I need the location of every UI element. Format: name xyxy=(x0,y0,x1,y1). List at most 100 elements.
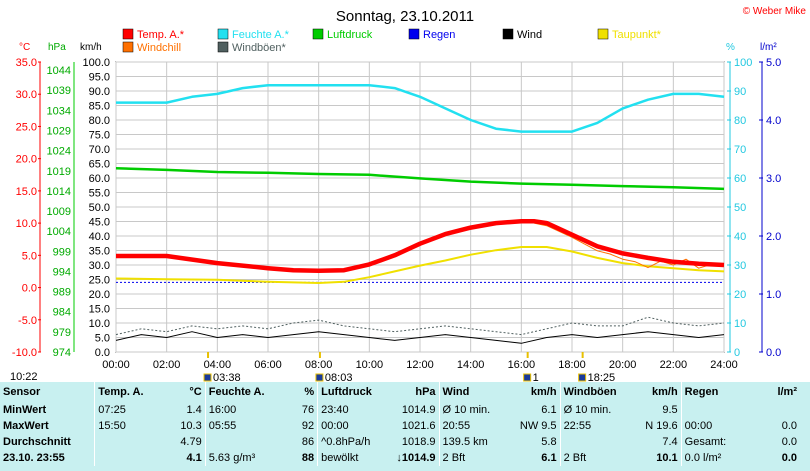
weather-chart: 35.030.025.020.015.010.05.00.0-5.0-10.01… xyxy=(10,6,807,382)
kmh-tick-label: 100.0 xyxy=(82,57,110,69)
header-pressure-unit: hPa xyxy=(415,386,436,398)
table-cell: 2 Bft xyxy=(438,450,507,466)
rain-tick-label: 3.0 xyxy=(766,173,781,185)
copyright-label: © Weber Mike xyxy=(743,6,807,17)
legend-swatch xyxy=(312,28,324,40)
time-tick-label: 06:00 xyxy=(254,359,282,371)
rain-tick-label: 1.0 xyxy=(766,289,781,301)
header-humidity-unit: % xyxy=(304,386,315,398)
table-cell: 1014.9 xyxy=(401,404,436,416)
kmh-tick-label: 40.0 xyxy=(89,231,110,243)
time-tick-label: 16:00 xyxy=(508,359,536,371)
time-tick-label: 18:00 xyxy=(558,359,586,371)
kmh-tick-label: 80.0 xyxy=(89,115,110,127)
pct-tick-label: 20 xyxy=(734,289,746,301)
rain-tick-label: 5.0 xyxy=(766,57,781,69)
hpa-tick-label: 994 xyxy=(53,266,71,278)
temp-tick-label: 35.0 xyxy=(16,57,37,69)
legend-label: Windchill xyxy=(137,42,181,54)
series-line-taupunkt xyxy=(115,246,725,284)
time-tick-label: 08:00 xyxy=(305,359,333,371)
header-pressure: Luftdruck xyxy=(317,382,393,402)
table-cell: 4.1 xyxy=(186,452,202,464)
table-cell: Gesamt: xyxy=(680,434,749,450)
header-rain: Regen xyxy=(680,382,749,402)
time-tick-label: 00:00 xyxy=(102,359,130,371)
time-tick-label: 10:00 xyxy=(356,359,384,371)
table-cell: 2 Bft xyxy=(559,450,628,466)
series-line-windb-en xyxy=(115,316,725,336)
statistics-panel: Sensor Temp. A. °C Feuchte A. % Luftdruc… xyxy=(0,382,810,471)
time-marker-label: 1 xyxy=(533,372,539,382)
table-cell: Ø 10 min. xyxy=(559,402,628,418)
series-line-windchill xyxy=(533,222,725,269)
kmh-tick-label: 70.0 xyxy=(89,144,110,156)
kmh-tick-label: 25.0 xyxy=(89,275,110,287)
rain-tick-label: 2.0 xyxy=(766,231,781,243)
legend-label: Taupunkt* xyxy=(612,29,662,41)
hpa-tick-label: 1029 xyxy=(47,125,71,137)
table-cell: NW 9.5 xyxy=(519,420,557,432)
kmh-tick-label: 45.0 xyxy=(89,217,110,229)
pct-tick-label: 80 xyxy=(734,115,746,127)
legend-swatch xyxy=(597,28,609,40)
table-cell: 23:40 xyxy=(317,402,393,418)
table-cell xyxy=(94,434,168,450)
hpa-tick-label: 1019 xyxy=(47,166,71,178)
pct-tick-label: 90 xyxy=(734,86,746,98)
table-cell: 05:55 xyxy=(204,418,283,434)
header-wind-unit: km/h xyxy=(530,386,557,398)
legend-label: Luftdruck xyxy=(327,29,373,41)
table-cell: 16:00 xyxy=(204,402,283,418)
header-wind: Wind xyxy=(438,382,507,402)
legend-label: Wind xyxy=(517,29,542,41)
time-tick-label: 20:00 xyxy=(609,359,637,371)
temp-tick-label: 0.0 xyxy=(22,283,37,295)
table-cell: 76 xyxy=(301,404,315,416)
table-cell: 5.8 xyxy=(541,436,557,448)
time-tick-label: 12:00 xyxy=(406,359,434,371)
pct-unit-label: % xyxy=(726,42,735,53)
pct-tick-label: 50 xyxy=(734,202,746,214)
table-cell xyxy=(680,402,749,418)
kmh-tick-label: 75.0 xyxy=(89,130,110,142)
header-temp: Temp. A. xyxy=(94,382,168,402)
table-row-current: 23.10. 23:55 4.1 5.63 g/m³ 88 bewölkt ↓1… xyxy=(0,450,800,466)
time-tick-label: 14:00 xyxy=(457,359,485,371)
time-marker-label: 08:03 xyxy=(325,372,353,382)
legend-swatch xyxy=(217,28,229,40)
header-temp-unit: °C xyxy=(189,386,202,398)
temp-tick-label: 25.0 xyxy=(16,121,37,133)
header-rain-unit: l/m² xyxy=(777,386,797,398)
temp-tick-label: 15.0 xyxy=(16,186,37,198)
row-label: MaxWert xyxy=(3,420,49,432)
legend-label: Feuchte A.* xyxy=(232,29,290,41)
hpa-tick-label: 974 xyxy=(53,347,71,359)
time-marker-icon xyxy=(315,373,324,382)
legend-label: Temp. A.* xyxy=(137,29,185,41)
series-line-temp-a xyxy=(116,218,725,274)
kmh-tick-label: 30.0 xyxy=(89,260,110,272)
table-cell: 22:55 xyxy=(559,418,628,434)
temp-tick-label: 5.0 xyxy=(22,250,37,262)
kmh-tick-label: 20.0 xyxy=(89,289,110,301)
table-cell xyxy=(94,450,168,466)
table-cell xyxy=(559,434,628,450)
rain-tick-label: 0.0 xyxy=(766,347,781,359)
rain-tick-label: 4.0 xyxy=(766,115,781,127)
kmh-tick-label: 60.0 xyxy=(89,173,110,185)
time-marker-icon xyxy=(203,373,212,382)
kmh-unit-label: km/h xyxy=(80,42,102,53)
row-label: 23.10. 23:55 xyxy=(3,452,65,464)
table-cell: 5.63 g/m³ xyxy=(204,450,283,466)
hpa-tick-label: 1034 xyxy=(47,105,71,117)
table-cell: N 19.6 xyxy=(645,420,678,432)
time-marker-icon xyxy=(578,373,587,382)
table-cell: 00:00 xyxy=(680,418,749,434)
table-row-min: MinWert 07:25 1.4 16:00 76 23:40 1014.9 … xyxy=(0,402,800,418)
table-row-average: Durchschnitt 4.79 86 ^0.8hPa/h 1018.9 13… xyxy=(0,434,800,450)
table-cell: 92 xyxy=(301,420,315,432)
temp-unit-label: °C xyxy=(19,42,30,53)
table-cell: 6.1 xyxy=(541,404,557,416)
time-left-label: 10:22 xyxy=(10,371,38,382)
